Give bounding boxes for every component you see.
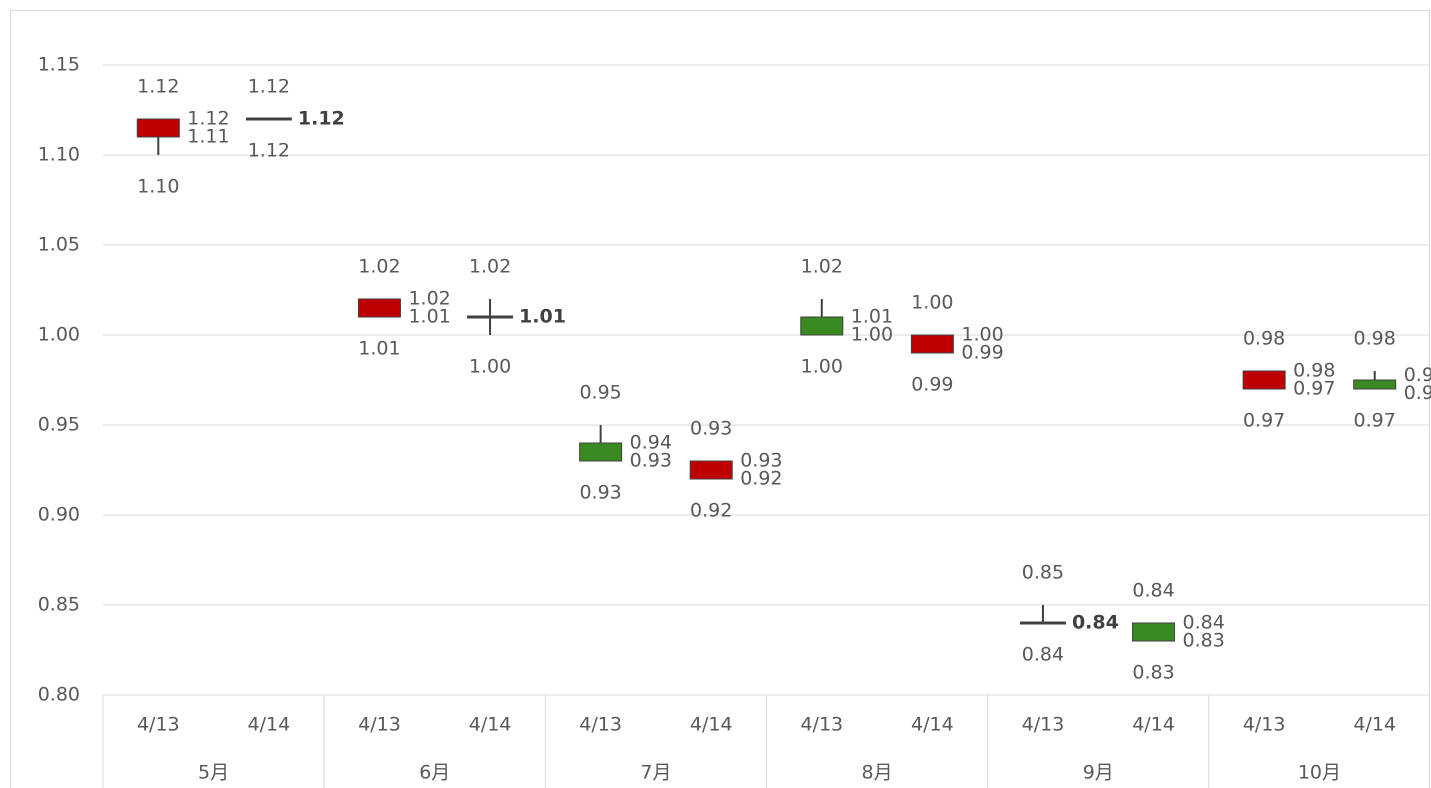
x-tick-label: 4/14 [911,714,954,736]
x-tick-label: 4/13 [1243,714,1286,736]
low-label: 1.10 [137,176,179,198]
high-label: 1.12 [248,76,290,98]
high-label: 1.00 [911,292,953,314]
x-tick-label: 4/13 [800,714,843,736]
y-tick-label: 1.00 [38,324,80,346]
x-tick-label: 4/14 [690,714,733,736]
high-label: 1.02 [801,256,843,278]
high-label: 0.84 [1132,580,1174,602]
candle-body [800,316,844,336]
high-label: 0.95 [579,382,621,404]
open-label: 0.92 [740,468,782,490]
group-label: 9月 [1083,762,1114,784]
high-label: 1.12 [137,76,179,98]
x-tick-label: 4/13 [579,714,622,736]
close-label: 1.01 [519,306,566,328]
chart-frame [10,10,1430,788]
close-label: 1.00 [851,324,893,346]
y-tick-label: 1.15 [38,54,80,76]
close-label: 1.00 [961,324,1003,346]
y-tick-label: 0.95 [38,414,80,436]
high-label: 0.93 [690,418,732,440]
candle-body [579,442,623,462]
open-label: 0.98 [1404,364,1431,386]
x-tick-label: 4/14 [1132,714,1175,736]
group-label: 10月 [1298,762,1341,784]
high-label: 0.98 [1354,328,1396,350]
y-tick-label: 1.10 [38,144,80,166]
high-label: 0.85 [1022,562,1064,584]
x-tick-label: 4/13 [1022,714,1065,736]
high-label: 0.98 [1243,328,1285,350]
x-tick-label: 4/14 [248,714,291,736]
close-label: 0.97 [1404,382,1431,404]
x-tick-label: 4/14 [1353,714,1396,736]
y-tick-label: 0.85 [38,594,80,616]
y-tick-label: 0.90 [38,504,80,526]
candle-body [1242,370,1286,390]
low-label: 0.97 [1243,410,1285,432]
x-tick-label: 4/13 [137,714,180,736]
low-label: 0.97 [1354,410,1396,432]
group-label: 6月 [419,762,450,784]
candle-body [1353,379,1397,390]
open-label: 1.01 [408,306,450,328]
y-tick-label: 1.05 [38,234,80,256]
close-label: 0.98 [1293,360,1335,382]
close-label: 0.83 [1183,630,1225,652]
open-label: 1.01 [851,306,893,328]
group-label: 8月 [862,762,893,784]
group-label: 5月 [198,762,229,784]
close-label: 0.93 [630,450,672,472]
low-label: 0.93 [579,482,621,504]
low-label: 0.92 [690,500,732,522]
open-label: 0.97 [1293,378,1335,400]
low-label: 1.01 [358,338,400,360]
low-label: 1.00 [469,356,511,378]
open-label: 0.99 [961,342,1003,364]
open-label: 0.94 [630,432,672,454]
candle-body [689,460,733,480]
high-label: 1.02 [469,256,511,278]
high-label: 1.02 [358,256,400,278]
low-label: 0.84 [1022,644,1064,666]
close-label: 1.12 [187,108,229,130]
close-label: 0.93 [740,450,782,472]
group-label: 7月 [640,762,671,784]
close-label: 1.12 [298,108,345,130]
close-label: 1.02 [408,288,450,310]
low-label: 0.83 [1132,662,1174,684]
low-label: 0.99 [911,374,953,396]
y-tick-label: 0.80 [38,684,80,706]
candle-body [910,334,954,354]
candle-body [357,298,401,318]
x-tick-label: 4/13 [358,714,401,736]
close-label: 0.84 [1072,612,1119,634]
low-label: 1.00 [801,356,843,378]
candle-body [1132,622,1176,642]
open-label: 0.84 [1183,612,1225,634]
candle-body [136,118,180,138]
open-label: 1.11 [187,126,229,148]
low-label: 1.12 [248,140,290,162]
x-tick-label: 4/14 [469,714,512,736]
